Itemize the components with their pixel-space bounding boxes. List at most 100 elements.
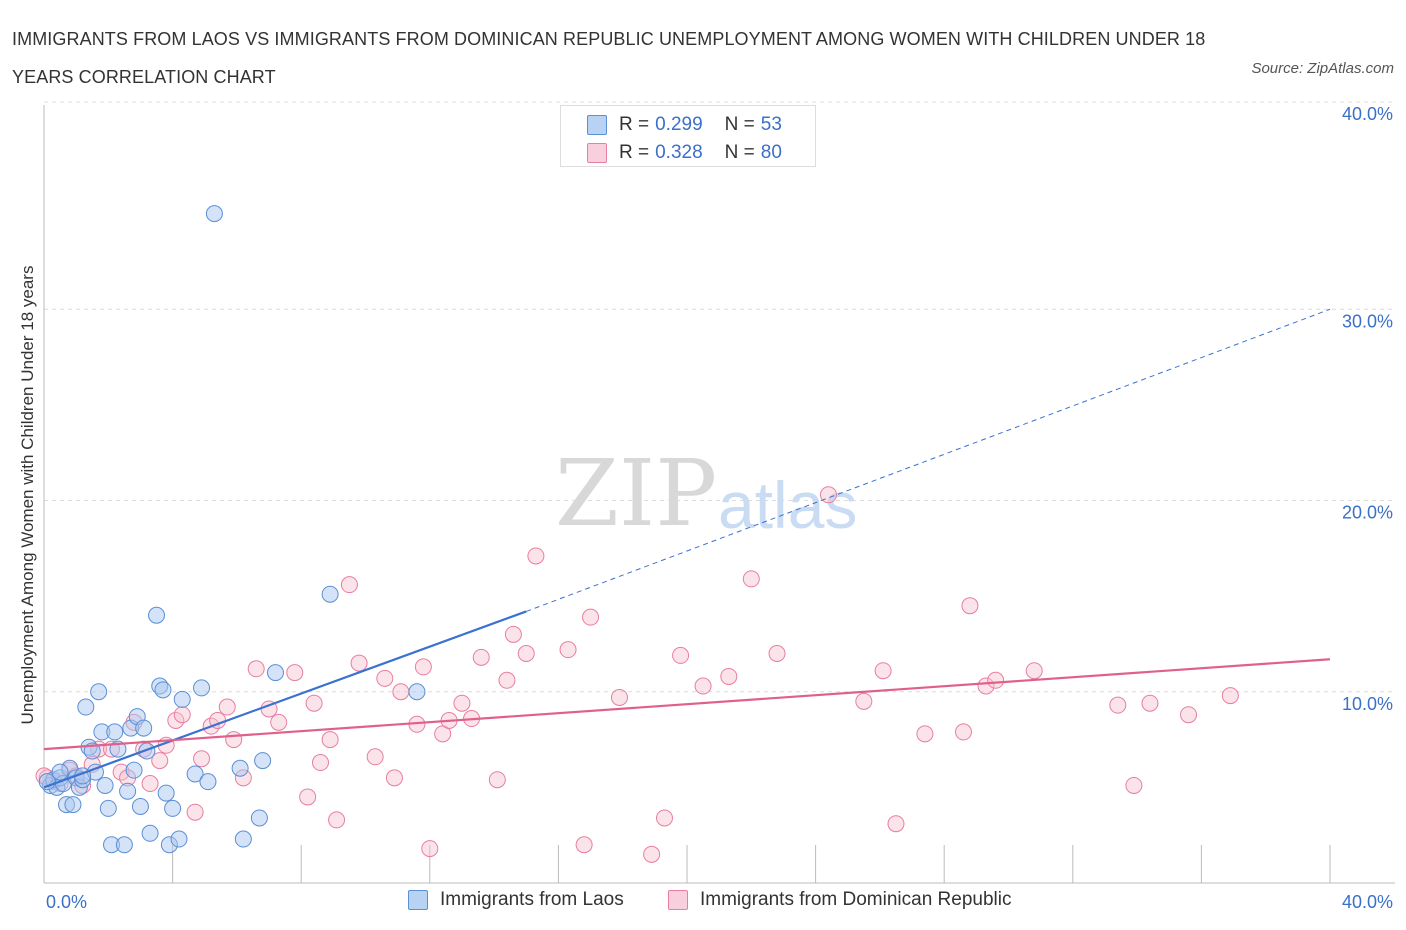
- dominican-point: [151, 752, 169, 770]
- laos-point: [266, 664, 284, 682]
- source-label: Source: ZipAtlas.com: [1251, 60, 1394, 77]
- dominican-point: [655, 809, 673, 827]
- dominican-point: [643, 845, 661, 863]
- laos-point: [119, 782, 137, 800]
- laos-point: [138, 742, 156, 760]
- laos-point: [131, 798, 149, 815]
- dominican-point: [218, 698, 236, 716]
- dominican-point: [582, 608, 600, 626]
- dominican-point: [385, 769, 403, 787]
- laos-point: [205, 205, 223, 223]
- dominican-point: [366, 748, 384, 766]
- dominican-point: [720, 667, 738, 685]
- watermark-atlas: atlas: [718, 468, 857, 542]
- dominican-point: [186, 803, 204, 821]
- legend-item-laos[interactable]: Immigrants from Laos: [408, 889, 624, 911]
- dominican-point: [167, 711, 185, 729]
- dominican-point: [299, 788, 317, 806]
- laos-point: [254, 752, 272, 770]
- dominican-point: [498, 671, 516, 689]
- laos-swatch: [587, 115, 607, 135]
- dominican-point: [954, 723, 972, 741]
- dominican-point: [141, 775, 159, 793]
- legend-label: Immigrants from Laos: [440, 889, 624, 910]
- dominican-point: [694, 677, 712, 695]
- laos-point: [170, 830, 188, 848]
- dominican-point: [193, 750, 211, 768]
- dominican-point: [1109, 696, 1127, 714]
- dominican-point: [340, 576, 358, 594]
- y-tick-label: 20.0%: [1342, 503, 1393, 523]
- dominican-point: [247, 660, 265, 678]
- laos-point: [51, 763, 69, 781]
- legend-item-dominican[interactable]: Immigrants from Dominican Republic: [668, 889, 1012, 911]
- n-value: 80: [760, 142, 782, 163]
- dominican-point: [1221, 687, 1239, 705]
- dominican-point: [421, 840, 439, 858]
- dominican-point: [517, 645, 535, 662]
- laos-point: [193, 679, 211, 697]
- dominican-point: [527, 547, 545, 565]
- dominican-point: [225, 731, 243, 749]
- x-tick-label: 0.0%: [46, 892, 87, 912]
- r-label: R =: [619, 142, 650, 163]
- n-label: N =: [724, 142, 755, 163]
- laos-point: [77, 698, 95, 716]
- laos-point: [135, 719, 153, 737]
- dominican-point: [887, 815, 905, 833]
- dominican-point: [311, 754, 329, 772]
- legend-row-dominican: R = 0.328 N = 80: [587, 141, 782, 165]
- laos-point: [231, 759, 249, 777]
- dominican-point: [575, 836, 593, 854]
- dominican-point: [270, 713, 288, 731]
- laos-point: [148, 606, 166, 624]
- chart-title: IMMIGRANTS FROM LAOS VS IMMIGRANTS FROM …: [12, 29, 1206, 87]
- r-value: 0.328: [655, 142, 703, 163]
- n-label: N =: [724, 114, 755, 135]
- dominican-point: [414, 658, 432, 676]
- dominican-point: [1025, 662, 1043, 680]
- laos-point: [157, 784, 175, 802]
- legend-label: Immigrants from Dominican Republic: [700, 889, 1012, 910]
- dominican-point: [768, 645, 786, 662]
- laos-point: [234, 830, 252, 848]
- r-label: R =: [619, 114, 650, 135]
- y-tick-label: 10.0%: [1342, 694, 1393, 714]
- dominican-point: [328, 811, 346, 829]
- laos-point: [173, 690, 191, 708]
- laos-trend-line: [43, 610, 527, 789]
- dominican-point: [173, 706, 191, 724]
- laos-point: [115, 836, 133, 854]
- laos-point: [199, 773, 217, 791]
- correlation-legend: R = 0.299 N = 53 R = 0.328 N = 80: [560, 105, 816, 167]
- dominican-swatch: [668, 890, 688, 910]
- dominican-point: [305, 694, 323, 712]
- laos-point: [125, 761, 143, 779]
- laos-point: [99, 799, 117, 817]
- dominican-point: [742, 570, 760, 588]
- dominican-point: [916, 725, 934, 743]
- laos-point: [106, 723, 124, 741]
- dominican-point: [350, 654, 368, 672]
- dominican-point: [453, 694, 471, 712]
- dominican-point: [286, 664, 304, 682]
- dominican-point: [1141, 694, 1159, 712]
- dominican-point: [488, 771, 506, 789]
- x-tick-label: 40.0%: [1342, 892, 1393, 912]
- dominican-point: [987, 671, 1005, 689]
- dominican-point: [392, 683, 410, 701]
- r-value: 0.299: [655, 114, 703, 135]
- dominican-point: [1180, 706, 1198, 724]
- laos-swatch: [408, 890, 428, 910]
- laos-trend-extension: [526, 308, 1331, 612]
- laos-point: [250, 809, 268, 827]
- dominican-point: [321, 731, 339, 749]
- y-tick-label: 40.0%: [1342, 104, 1393, 124]
- dominican-point: [961, 597, 979, 615]
- dominican-point: [504, 625, 522, 643]
- laos-point: [321, 585, 339, 603]
- dominican-swatch: [587, 143, 607, 163]
- series-legend: Immigrants from Laos Immigrants from Dom…: [0, 889, 1406, 915]
- dominican-point: [610, 688, 628, 706]
